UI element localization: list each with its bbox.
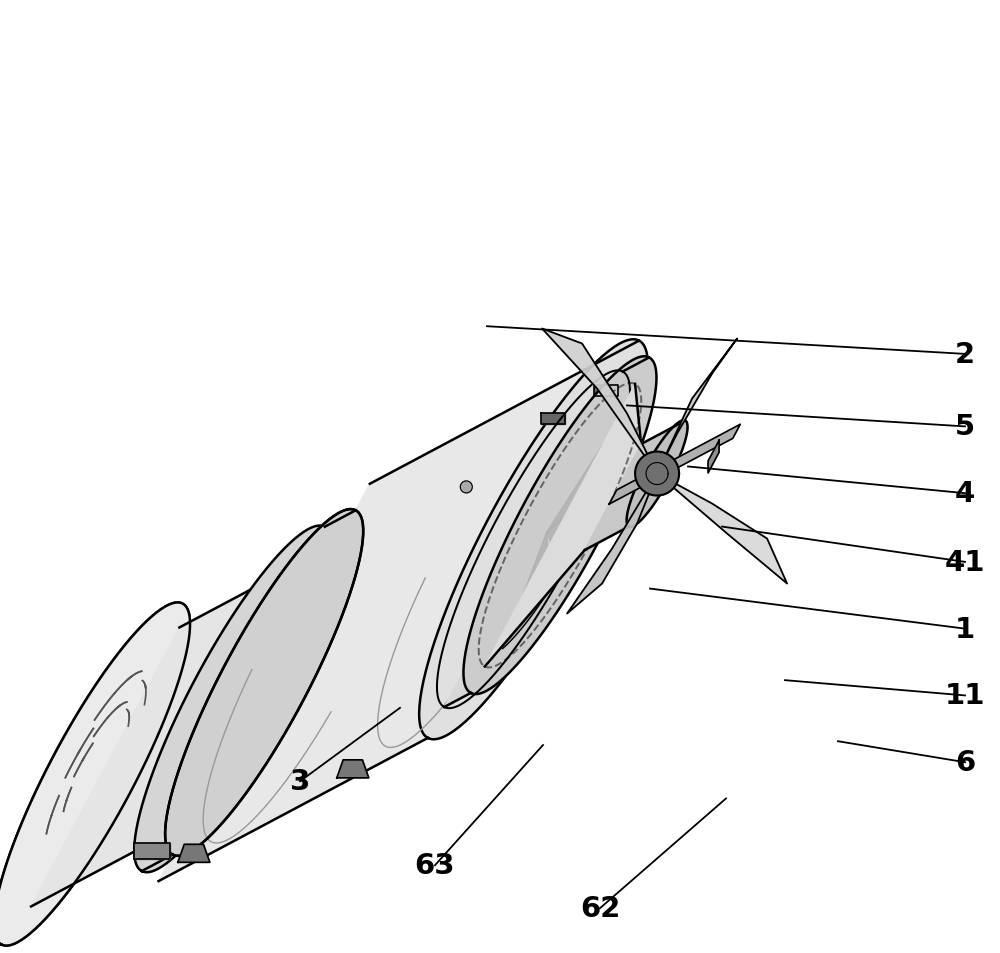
Polygon shape: [134, 843, 170, 859]
Polygon shape: [567, 474, 657, 614]
Polygon shape: [463, 357, 656, 695]
Polygon shape: [541, 414, 565, 424]
Polygon shape: [542, 329, 657, 474]
Polygon shape: [627, 421, 688, 527]
Polygon shape: [657, 474, 787, 584]
Text: 1: 1: [955, 615, 975, 643]
Text: 5: 5: [955, 413, 975, 441]
Text: 3: 3: [290, 767, 310, 796]
Polygon shape: [134, 526, 332, 872]
Polygon shape: [159, 341, 639, 882]
Polygon shape: [0, 603, 190, 945]
Text: 6: 6: [955, 748, 975, 777]
Text: 62: 62: [580, 894, 620, 923]
Polygon shape: [178, 844, 210, 862]
Polygon shape: [0, 603, 190, 945]
Polygon shape: [419, 340, 648, 740]
Polygon shape: [547, 482, 604, 569]
Text: 11: 11: [945, 681, 985, 710]
Text: 63: 63: [415, 851, 455, 880]
Text: 2: 2: [955, 340, 975, 369]
Text: 4: 4: [955, 479, 975, 508]
Polygon shape: [485, 384, 641, 667]
Polygon shape: [594, 385, 618, 396]
Circle shape: [460, 481, 472, 494]
Polygon shape: [585, 421, 685, 551]
Polygon shape: [635, 452, 679, 496]
Polygon shape: [444, 358, 649, 707]
Circle shape: [153, 821, 165, 833]
Polygon shape: [31, 559, 307, 906]
Polygon shape: [609, 425, 740, 504]
Polygon shape: [337, 760, 369, 778]
Text: 41: 41: [945, 548, 985, 577]
Polygon shape: [657, 339, 737, 474]
Polygon shape: [503, 533, 550, 649]
Polygon shape: [165, 510, 363, 856]
Polygon shape: [142, 511, 356, 871]
Polygon shape: [547, 419, 619, 533]
Polygon shape: [708, 441, 719, 474]
Polygon shape: [153, 558, 314, 840]
